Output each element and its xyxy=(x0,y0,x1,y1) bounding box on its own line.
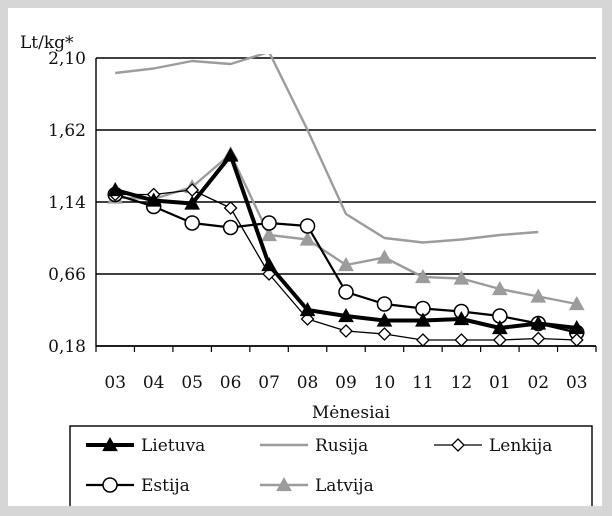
data-point xyxy=(222,219,239,236)
y-tick-label: 0,18 xyxy=(48,337,86,357)
legend-box xyxy=(69,425,593,506)
chart-panel: 2,10 1,62 1,14 0,66 0,18 03 04 05 06 07 08 09 10 11 12… xyxy=(8,8,602,506)
x-tick-label: 06 xyxy=(220,373,242,393)
x-tick-label: 03 xyxy=(566,373,588,393)
data-point xyxy=(492,333,507,347)
legend-item-lietuva: Lietuva xyxy=(86,436,205,456)
series-line xyxy=(115,152,577,306)
data-point xyxy=(223,201,238,215)
data-point xyxy=(453,270,470,285)
y-tick-label: 1,62 xyxy=(48,121,86,141)
data-point xyxy=(339,324,353,338)
legend-label: Lietuva xyxy=(141,436,205,456)
legend: Lietuva Rusija Lenkija Estija Latvija xyxy=(69,425,593,506)
data-point xyxy=(568,319,585,335)
x-tick-label: 02 xyxy=(527,373,549,393)
legend-item-latvija: Latvija xyxy=(260,476,374,496)
legend-item-rusija: Rusija xyxy=(260,436,368,456)
legend-marker xyxy=(102,477,118,493)
data-point xyxy=(415,312,431,327)
x-tick-label: 10 xyxy=(374,373,396,393)
x-tick-label: 04 xyxy=(143,373,165,393)
series-line xyxy=(115,54,539,244)
data-point xyxy=(145,192,162,207)
y-tick-label: 0,66 xyxy=(48,265,86,285)
data-point xyxy=(491,319,508,335)
data-point xyxy=(530,315,547,330)
x-tick-label: 11 xyxy=(412,373,434,393)
data-point xyxy=(568,295,585,311)
legend-label: Latvija xyxy=(315,476,374,496)
x-tick-label: 01 xyxy=(489,373,511,393)
x-tick-label: 09 xyxy=(335,373,357,393)
legend-item-estija: Estija xyxy=(86,476,190,496)
y-tick-label: 1,14 xyxy=(48,193,86,213)
data-point xyxy=(530,288,547,303)
data-point xyxy=(454,333,469,347)
series-lietuva xyxy=(107,147,585,335)
x-tick-label: 03 xyxy=(104,373,126,393)
data-point xyxy=(299,218,316,234)
data-point xyxy=(416,333,430,347)
data-point xyxy=(376,296,393,312)
data-point xyxy=(184,195,201,210)
legend-marker xyxy=(276,476,292,492)
data-point xyxy=(299,301,316,317)
data-point xyxy=(185,183,200,197)
x-axis-label: Mėnesiai xyxy=(312,403,391,423)
legend-label: Estija xyxy=(141,476,190,496)
data-point xyxy=(377,327,392,341)
data-point xyxy=(453,310,470,326)
data-point xyxy=(261,215,277,231)
line-chart: 2,10 1,62 1,14 0,66 0,18 03 04 05 06 07 08 09 10 11 12… xyxy=(20,33,597,506)
x-tick-label: 07 xyxy=(258,373,280,393)
legend-marker xyxy=(451,438,465,452)
data-point xyxy=(338,284,354,300)
data-point xyxy=(531,331,546,346)
data-point xyxy=(107,181,124,197)
y-tick-label: 2,10 xyxy=(48,49,86,69)
data-point xyxy=(376,312,393,327)
legend-marker xyxy=(102,436,118,452)
x-tick-label: 08 xyxy=(297,373,319,393)
data-point xyxy=(299,231,316,246)
data-point xyxy=(261,256,277,272)
legend-label: Rusija xyxy=(315,436,368,456)
data-point xyxy=(338,307,354,323)
data-point xyxy=(491,280,508,296)
data-point xyxy=(184,215,200,231)
data-point xyxy=(338,256,354,272)
x-tick-label: 05 xyxy=(181,373,203,393)
y-axis-label: Lt/kg* xyxy=(20,33,74,53)
legend-item-lenkija: Lenkija xyxy=(434,436,552,456)
data-point xyxy=(415,268,431,284)
series-rusija xyxy=(115,54,539,244)
series-line xyxy=(114,153,578,330)
data-point xyxy=(222,147,239,162)
legend-label: Lenkija xyxy=(489,436,552,456)
data-point xyxy=(376,249,393,264)
data-point xyxy=(261,226,277,242)
x-tick-label: 12 xyxy=(451,373,473,393)
